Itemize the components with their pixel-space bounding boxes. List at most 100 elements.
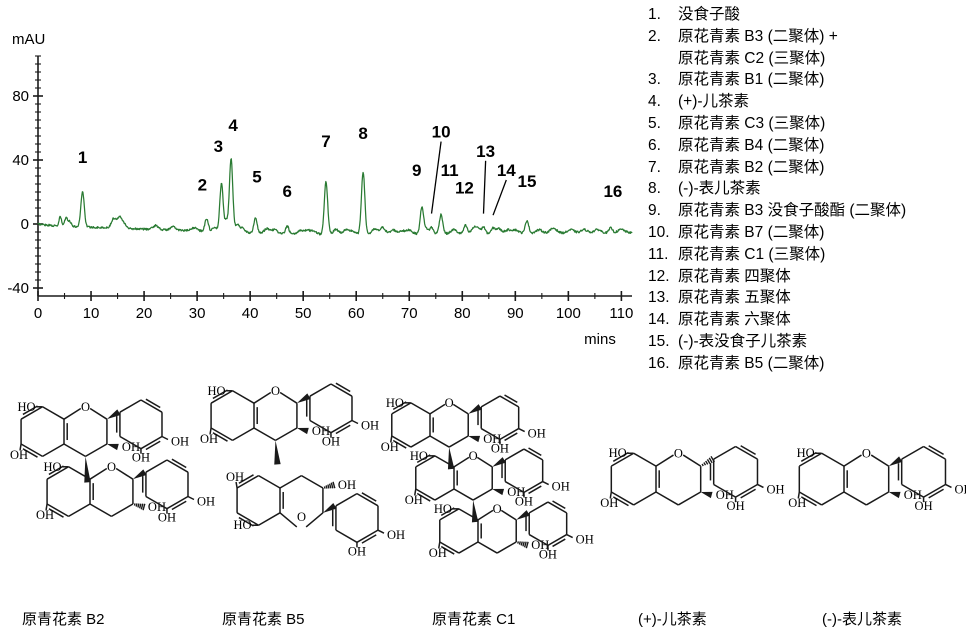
hydroxyl-label: OH xyxy=(348,544,366,558)
aromatic-bond xyxy=(798,452,823,467)
hydroxyl-label: OH xyxy=(405,493,423,507)
oh-bond xyxy=(438,541,441,549)
structure-catechin: O HO OH OH OH OH xyxy=(594,418,785,588)
aromatic-inner-bond xyxy=(335,382,351,393)
c-o-bond xyxy=(477,509,494,521)
hydroxyl-label: OH xyxy=(576,533,594,547)
stereo-wedge xyxy=(106,409,121,420)
caption-epicatechin: (-)-表儿茶素 xyxy=(822,611,902,628)
hydroxyl-label: OH xyxy=(361,419,379,433)
c4-c4a-bond xyxy=(843,491,867,506)
aromatic-inner-bond xyxy=(145,440,161,451)
x-tick-label: 110 xyxy=(609,305,633,322)
aromatic-bond xyxy=(901,483,924,498)
hydroxyl-label: OH xyxy=(915,499,933,513)
stereo-hash xyxy=(323,486,326,489)
legend-item-label-continued: 原花青素 C2 (三聚体) xyxy=(678,49,826,67)
oh-bond xyxy=(235,481,238,489)
aromatic-bond xyxy=(434,488,455,501)
aromatic-bond xyxy=(610,452,635,467)
c4-c4a-bond xyxy=(279,474,302,489)
aromatic-bond xyxy=(499,427,520,441)
hydroxyl-label: OH xyxy=(528,427,546,441)
aromatic-inner-bond xyxy=(612,451,629,462)
aromatic-bond xyxy=(713,445,736,460)
oxygen-label: O xyxy=(493,502,502,516)
aromatic-inner-bond xyxy=(392,439,407,449)
aromatic-bond xyxy=(309,383,332,397)
legend-item-number: 8. xyxy=(648,180,661,198)
c4-c4a-bond xyxy=(253,427,276,442)
stereo-hash xyxy=(705,460,709,465)
structure-procyanidin-c1: O HO OH OH OH OH O HO OH OH OH OH O HO OH OH OH OH xyxy=(372,386,602,598)
x-tick-label: 90 xyxy=(507,305,524,322)
hydroxyl-label: HO xyxy=(797,446,815,460)
o-c2-bond xyxy=(682,454,702,467)
stereo-wedge xyxy=(274,440,281,465)
aromatic-bond xyxy=(633,491,657,506)
aromatic-bond xyxy=(410,402,431,415)
oh-bond xyxy=(797,491,801,499)
stereo-wedge xyxy=(296,427,309,435)
aromatic-inner-bond xyxy=(145,398,161,409)
peak-label: 16 xyxy=(603,182,622,201)
legend-item-label: (-)-表儿茶素 xyxy=(678,180,761,198)
stereo-wedge xyxy=(322,503,337,513)
aromatic-bond xyxy=(735,445,758,460)
peak-label: 14 xyxy=(497,161,516,180)
peak-label: 5 xyxy=(252,167,261,186)
peak-label: 12 xyxy=(455,179,474,198)
peak-label: 6 xyxy=(283,182,292,201)
legend-item-number: 4. xyxy=(648,93,661,111)
oxygen-label: O xyxy=(271,384,280,398)
aromatic-bond xyxy=(335,493,358,507)
legend-item-number: 9. xyxy=(648,202,661,220)
o-c2-bond xyxy=(115,467,134,480)
o-c2-bond xyxy=(305,512,324,528)
legend-item-label: 没食子酸 xyxy=(678,6,741,23)
hydroxyl-label: OH xyxy=(507,485,525,499)
stereo-wedge xyxy=(296,393,311,404)
aromatic-bond xyxy=(330,419,353,434)
c3-c4-bond xyxy=(496,541,517,554)
legend-item-number: 5. xyxy=(648,114,661,132)
aromatic-inner-bond xyxy=(552,500,566,510)
aromatic-bond xyxy=(923,483,946,498)
peak-label: 1 xyxy=(78,148,87,167)
stereo-wedge xyxy=(468,435,481,443)
stereo-hash xyxy=(518,541,521,545)
c4-c4a-bond xyxy=(63,443,86,458)
legend-item-number: 16. xyxy=(648,354,670,372)
aromatic-inner-bond xyxy=(928,445,944,456)
aromatic-bond xyxy=(610,491,635,506)
aromatic-bond xyxy=(901,445,924,460)
c-o-bond xyxy=(429,403,446,415)
aromatic-inner-bond xyxy=(238,474,254,484)
hydroxyl-label: OH xyxy=(727,499,745,513)
aromatic-bond xyxy=(547,533,568,547)
aromatic-inner-bond xyxy=(528,447,542,457)
hydroxyl-label: HO xyxy=(434,502,452,516)
stereo-wedge xyxy=(132,469,147,480)
oxygen-label: O xyxy=(81,400,90,414)
oh-bond xyxy=(351,419,359,425)
aromatic-bond xyxy=(258,512,281,526)
hydroxyl-label: OH xyxy=(158,511,176,525)
aromatic-inner-bond xyxy=(22,405,38,416)
x-tick-label: 30 xyxy=(189,305,206,322)
oh-bond xyxy=(390,435,393,443)
chromatogram-panel: -40 0 40 80 0 10 20 30 40 50 60 70 80 90 100 110 mAU mins… xyxy=(0,0,640,370)
oh-bond xyxy=(757,483,764,489)
legend-item-label: (+)-儿茶素 xyxy=(678,93,750,111)
y-tick-label: 80 xyxy=(12,88,29,105)
oh-bond xyxy=(945,483,952,489)
aromatic-inner-bond xyxy=(171,458,187,469)
hydroxyl-label: OH xyxy=(10,448,28,462)
stereo-hash xyxy=(522,541,525,547)
hydroxyl-label: OH xyxy=(954,482,966,496)
peak-label: 9 xyxy=(412,161,421,180)
aromatic-bond xyxy=(68,503,91,518)
hydroxyl-label: HO xyxy=(233,518,251,532)
structure-procyanidin-b5: O HO OH OH OH OH O HO OH OH OH OH xyxy=(192,370,405,600)
